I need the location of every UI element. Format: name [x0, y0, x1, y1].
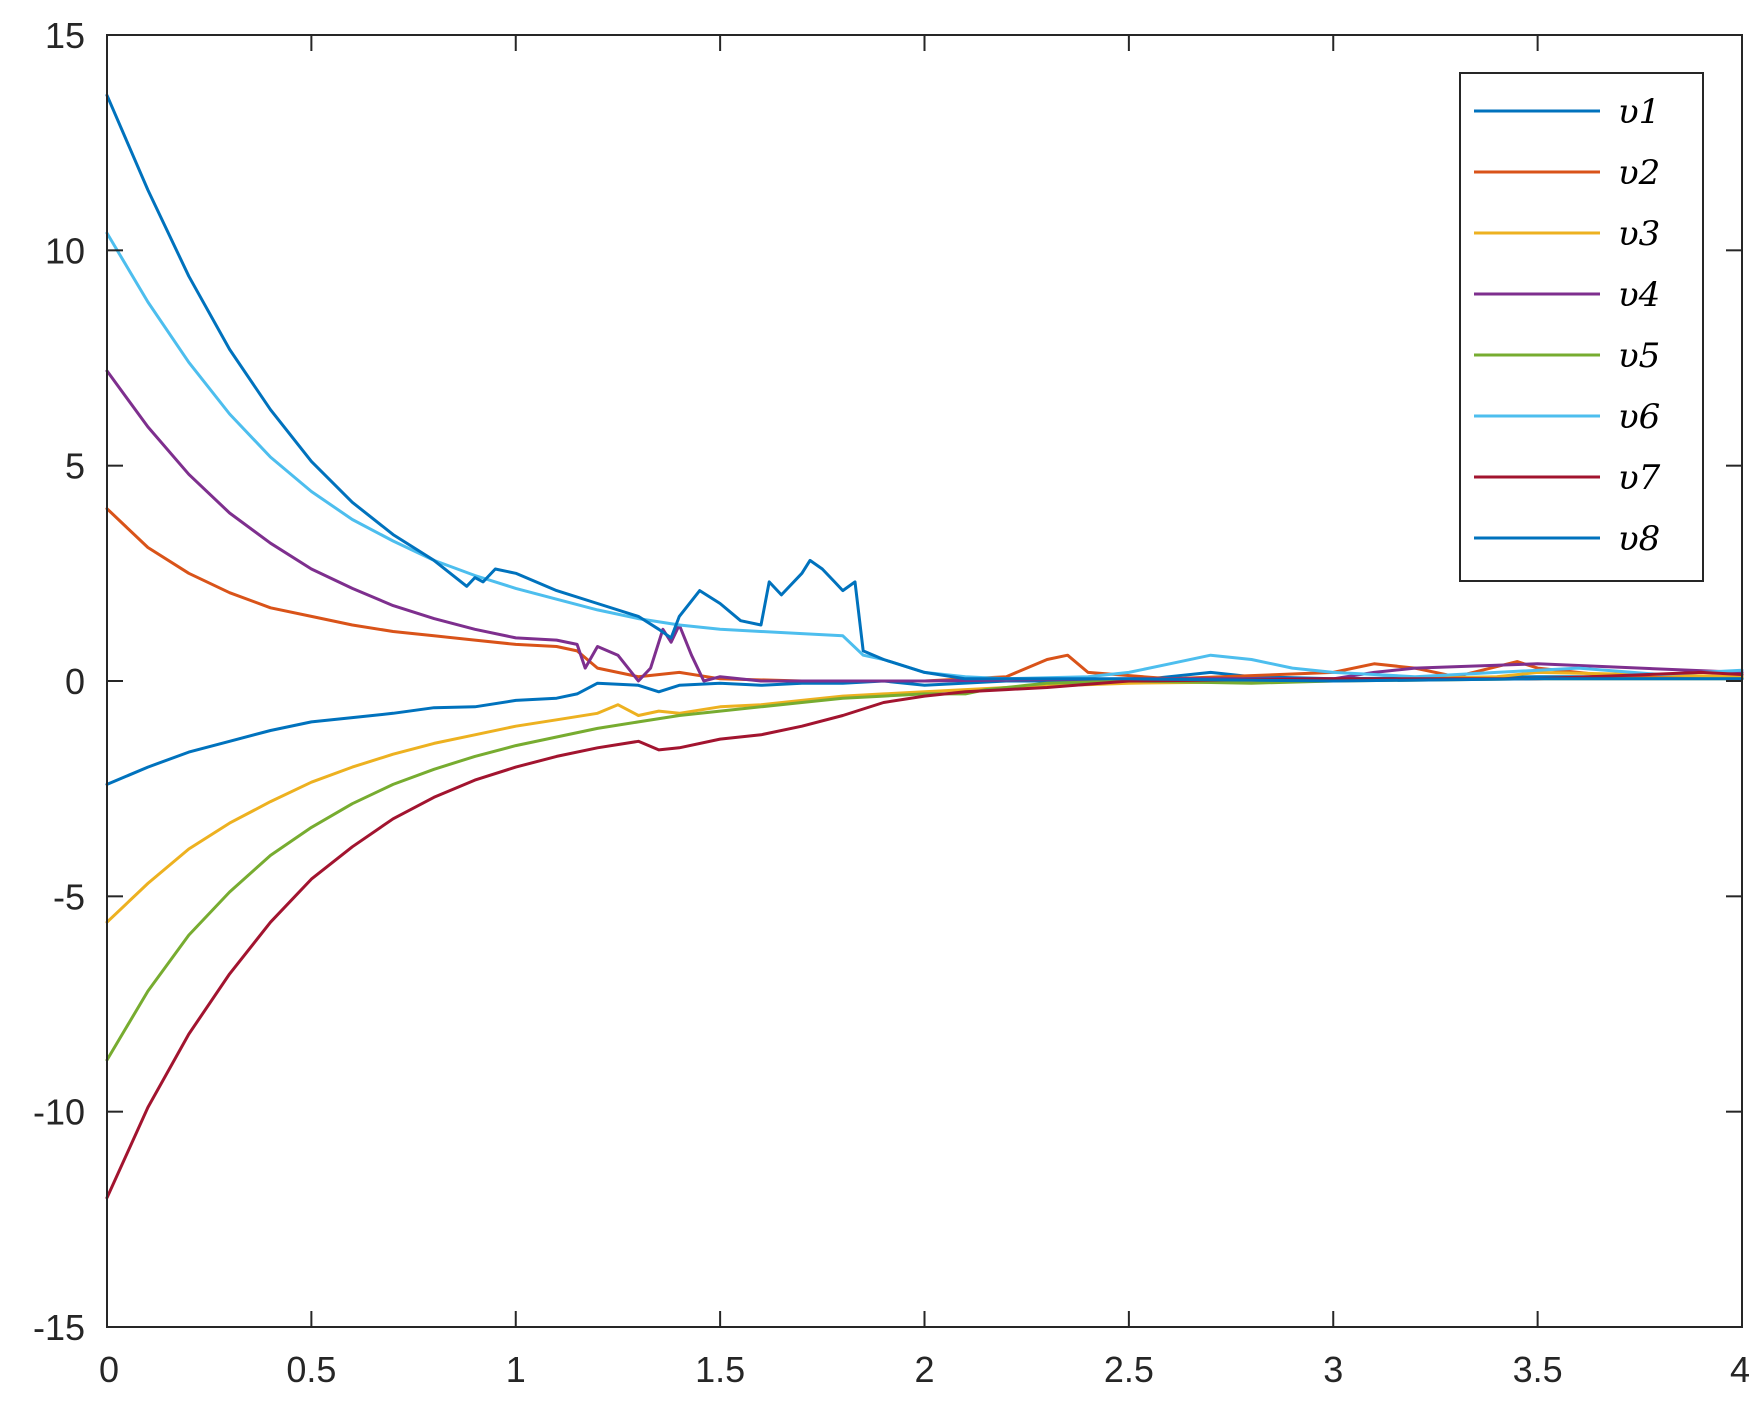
legend-label-6: υ6 [1618, 397, 1660, 437]
legend-label-4: υ4 [1618, 275, 1660, 315]
y-tick-label: 15 [45, 15, 85, 56]
series-line-6 [105, 231, 1744, 681]
series-group [105, 93, 1744, 1200]
x-tick-label: 1 [506, 1349, 526, 1390]
series-line-8 [105, 93, 1744, 683]
legend-label-1: υ1 [1618, 92, 1660, 132]
legend-label-3: υ3 [1618, 214, 1660, 254]
legend-label-8: υ8 [1618, 519, 1660, 559]
x-tick-label: 3 [1323, 1349, 1343, 1390]
y-tick-label: 0 [65, 661, 85, 702]
x-tick-label: 0 [99, 1349, 119, 1390]
legend-label-5: υ5 [1618, 336, 1660, 376]
y-tick-label: -5 [53, 876, 85, 917]
y-axis: -15 -10 -5 0 5 10 15 [33, 15, 1742, 1348]
x-tick-label: 2.5 [1104, 1349, 1154, 1390]
legend-label-2: υ2 [1618, 153, 1660, 193]
y-tick-label: 10 [45, 230, 85, 271]
y-tick-label: -10 [33, 1092, 85, 1133]
legend-box [1459, 72, 1704, 582]
series-line-7 [105, 670, 1744, 1200]
x-tick-label: 1.5 [695, 1349, 745, 1390]
x-tick-label: 0.5 [286, 1349, 336, 1390]
x-tick-label: 3.5 [1513, 1349, 1563, 1390]
legend: υ1 υ2 υ3 υ4 υ5 υ6 υ7 υ8 [1459, 72, 1704, 582]
x-tick-label: 4 [1730, 1349, 1750, 1390]
x-tick-label: 2 [914, 1349, 934, 1390]
x-axis: 0 0.5 1 1.5 2 2.5 3 3.5 4 [99, 35, 1750, 1390]
y-tick-label: 5 [65, 446, 85, 487]
y-tick-label: -15 [33, 1307, 85, 1348]
legend-label-7: υ7 [1618, 458, 1661, 498]
series-line-5 [105, 677, 1744, 1062]
